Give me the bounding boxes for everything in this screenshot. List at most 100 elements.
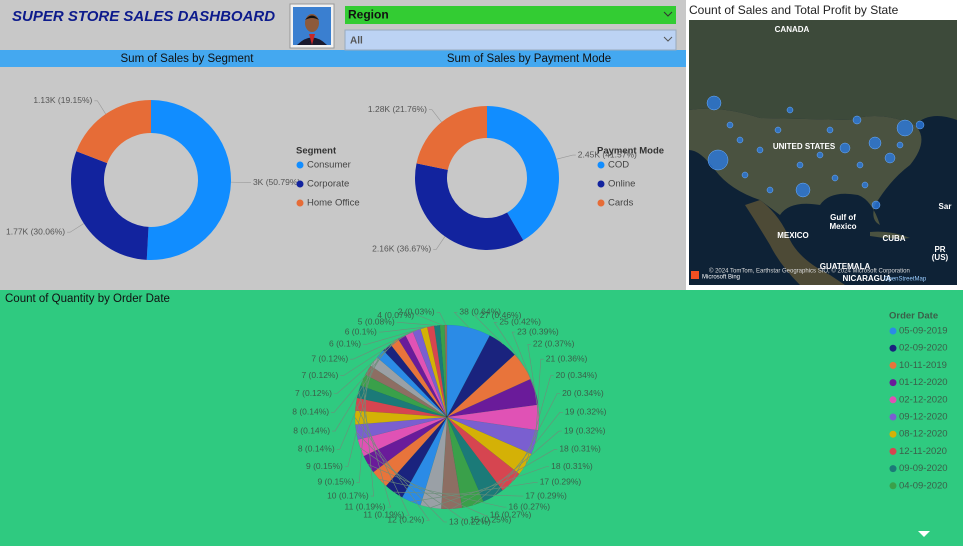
- data-label: 2.16K (36.67%): [372, 244, 431, 254]
- legend-swatch: [296, 161, 304, 169]
- leader-line: [556, 154, 576, 160]
- map-place-label: UNITED STATES: [773, 142, 836, 151]
- leader-line: [358, 391, 391, 508]
- legend-label: 08-12-2020: [899, 429, 948, 440]
- slicer-selection[interactable]: All: [350, 36, 363, 47]
- leader-line: [396, 322, 438, 326]
- legend-swatch: [296, 199, 304, 207]
- leader-line: [433, 236, 446, 250]
- leader-line: [428, 109, 442, 123]
- map-visual: Count of Sales and Total Profit by State…: [689, 3, 957, 285]
- chart-title: Sum of Sales by Segment: [121, 53, 255, 65]
- leader-line: [336, 353, 381, 450]
- leader-line: [94, 100, 106, 115]
- map-place-label: CUBA: [882, 234, 905, 243]
- chart-title: Count of Quantity by Order Date: [5, 293, 170, 305]
- map-place-label: MEXICO: [777, 231, 809, 240]
- leader-line: [67, 223, 85, 233]
- title-band: [0, 50, 686, 67]
- data-label: 5 (0.08%): [358, 317, 395, 327]
- slice: [385, 416, 448, 498]
- leader-line: [416, 315, 443, 326]
- legend-label: 02-12-2020: [899, 394, 948, 405]
- leader-line: [356, 431, 447, 523]
- legend-swatch: [889, 413, 897, 421]
- map-attribution: © 2024 TomTom, Earthstar Geographics SIO…: [709, 268, 910, 275]
- slice: [360, 374, 448, 418]
- scroll-arrow[interactable]: [918, 531, 930, 537]
- slicer-label: Region: [348, 8, 389, 22]
- leader-line: [363, 327, 424, 345]
- data-label: 4 (0.07%): [377, 310, 414, 320]
- leader-line: [430, 466, 550, 508]
- leader-line: [379, 479, 507, 508]
- chart: Sum of Sales by Segment 3K (50.79%) 1.77K …: [6, 53, 360, 260]
- leader-line: [340, 332, 410, 377]
- leader-line: [535, 358, 544, 443]
- slice: [439, 324, 448, 418]
- legend-swatch: [597, 180, 605, 188]
- data-label: 22 (0.37%): [533, 339, 575, 349]
- data-label: 25 (0.42%): [499, 317, 541, 327]
- profile-photo: [289, 3, 335, 49]
- data-label: 20 (0.34%): [562, 388, 604, 398]
- legend-swatch: [889, 447, 897, 455]
- leader-line: [411, 482, 538, 503]
- map-place-label: CANADA: [775, 25, 810, 34]
- map-place-label: GUATEMALA: [820, 262, 871, 271]
- map-place-label: Sar: [939, 202, 952, 211]
- legend-swatch: [889, 361, 897, 369]
- slice: [365, 365, 448, 418]
- map-osm-link: OpenStreetMap: [884, 277, 927, 283]
- leader-line: [453, 312, 470, 328]
- legend-swatch: [296, 180, 304, 188]
- slice: [146, 100, 231, 260]
- slice: [355, 397, 448, 418]
- data-label: 19 (0.32%): [564, 425, 606, 435]
- data-label: 2 (0.03%): [398, 307, 435, 317]
- chart-title: Sum of Sales by Payment Mode: [447, 53, 611, 65]
- data-label: 17 (0.29%): [525, 490, 567, 500]
- legend-label: Cards: [608, 198, 634, 209]
- data-label: 2.45K (41.57%): [578, 149, 637, 159]
- data-label: 3K (50.79%): [253, 177, 300, 187]
- legend-label: Online: [608, 179, 635, 190]
- map-place-label: Gulf of: [830, 213, 856, 222]
- legend-label: 01-12-2020: [899, 377, 948, 388]
- leader-line: [511, 393, 561, 483]
- leader-line: [344, 361, 374, 468]
- map-land: [689, 20, 957, 125]
- legend-swatch: [889, 344, 897, 352]
- map-title: Count of Sales and Total Profit by State: [689, 3, 899, 17]
- slice: [414, 163, 524, 251]
- data-label: 13 (0.22%): [449, 516, 491, 526]
- data-label: 16 (0.27%): [508, 501, 550, 511]
- leader-line: [527, 344, 540, 418]
- leader-line: [355, 404, 410, 516]
- legend-label: Home Office: [307, 198, 360, 209]
- slice: [446, 335, 515, 418]
- data-label: 1.13K (19.15%): [33, 95, 92, 105]
- map-bubbles: [706, 95, 925, 210]
- legend-label: 09-09-2020: [899, 463, 948, 474]
- slice: [444, 324, 448, 418]
- data-label: 27 (0.46%): [480, 310, 522, 320]
- map-land: [745, 200, 845, 285]
- data-label: 23 (0.39%): [517, 326, 559, 336]
- map-land: [870, 231, 910, 239]
- slicer-dropdown[interactable]: [344, 29, 677, 51]
- data-label: 7 (0.12%): [295, 388, 332, 398]
- data-label: 9 (0.15%): [317, 477, 354, 487]
- legend-label: 02-09-2020: [899, 343, 948, 354]
- data-label: 18 (0.31%): [559, 444, 601, 454]
- legend-swatch: [889, 430, 897, 438]
- region-slicer[interactable]: Region All: [344, 6, 677, 51]
- leader-line: [367, 464, 488, 516]
- map-place-label: NICARAGUA: [843, 274, 892, 283]
- leader-line: [354, 417, 430, 521]
- legend-swatch: [597, 161, 605, 169]
- leader-line: [356, 370, 369, 483]
- leader-line: [362, 380, 375, 497]
- chevron: [663, 11, 673, 17]
